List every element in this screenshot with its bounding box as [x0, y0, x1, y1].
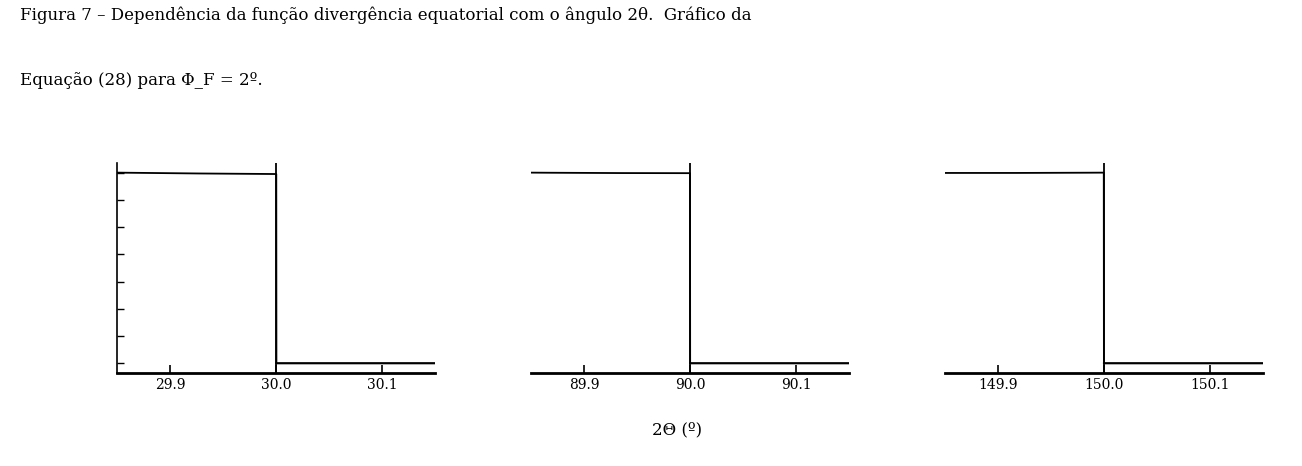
Text: Equação (28) para Φ_F = 2º.: Equação (28) para Φ_F = 2º. [20, 72, 262, 89]
Text: 2Θ (º): 2Θ (º) [652, 421, 702, 438]
Text: Figura 7 – Dependência da função divergência equatorial com o ângulo 2θ.  Gráfic: Figura 7 – Dependência da função divergê… [20, 7, 751, 25]
